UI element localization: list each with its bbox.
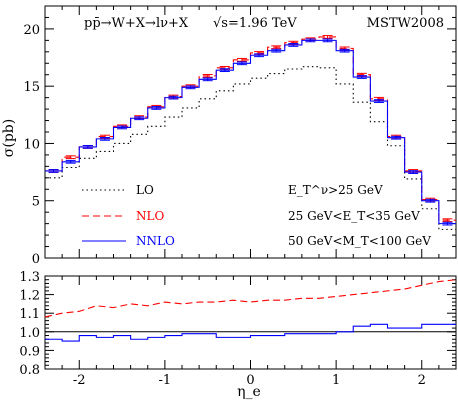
annotation-pdf-set: MSTW2008: [367, 16, 444, 31]
ratio-y-tick-label: 0.8: [19, 363, 40, 378]
ratio-series-nlo: [44, 279, 457, 318]
x-axis-label: η_e: [237, 384, 261, 400]
series-lo: [45, 66, 456, 230]
legend-label-nlo: NLO: [136, 209, 164, 223]
main-y-tick-label: 5: [32, 195, 40, 210]
ratio-y-tick-label: 1.1: [19, 307, 40, 322]
cut-label-2: 25 GeV<E_T<35 GeV: [288, 209, 420, 223]
x-tick-label: 2: [418, 373, 426, 388]
ratio-y-tick-label: 1.3: [19, 270, 40, 285]
annotation-process: pp̄→W+X→lν+X: [84, 16, 189, 31]
main-y-tick-label: 15: [23, 80, 40, 95]
ratio-y-tick-label: 0.9: [19, 344, 40, 359]
annotation-energy: √s=1.96 TeV: [213, 16, 297, 31]
series-nnlo: [45, 39, 456, 225]
x-tick-label: 1: [332, 373, 340, 388]
ratio-y-tick-label: 1.2: [19, 289, 40, 304]
ratio-panel: -2 -1 0 1 2 0.8 0.9 1.0 1.1 1.2 1.3: [19, 270, 457, 388]
legend-label-nnlo: NNLO: [136, 234, 175, 248]
x-tick-label: -1: [159, 373, 172, 388]
series-nlo: [45, 36, 456, 221]
cut-label-1: E_T^ν>25 GeV: [288, 183, 383, 197]
main-y-tick-label: 20: [23, 23, 40, 38]
ratio-y-tick-label: 1.0: [19, 326, 40, 341]
main-y-tick-label: 10: [23, 137, 40, 152]
main-panel: 0 5 10 15 20: [23, 5, 457, 267]
x-tick-label: -2: [73, 373, 86, 388]
main-y-tick-label: 0: [32, 252, 40, 267]
y-axis-label: σ(pb): [1, 119, 17, 157]
x-tick-label: 0: [246, 373, 254, 388]
cut-label-3: 50 GeV<M_T<100 GeV: [288, 234, 431, 248]
ratio-series-nnlo: [45, 323, 456, 342]
legend-label-lo: LO: [136, 183, 154, 197]
